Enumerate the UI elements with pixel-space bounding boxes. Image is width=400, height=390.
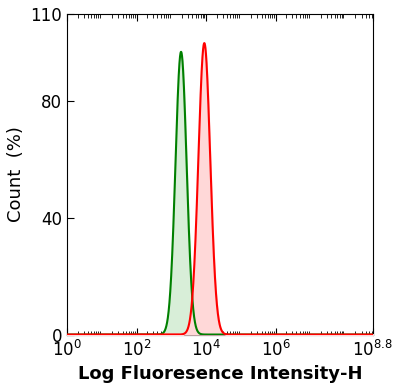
Y-axis label: Count  (%): Count (%): [7, 126, 25, 222]
X-axis label: Log Fluoresence Intensity-H: Log Fluoresence Intensity-H: [78, 365, 362, 383]
